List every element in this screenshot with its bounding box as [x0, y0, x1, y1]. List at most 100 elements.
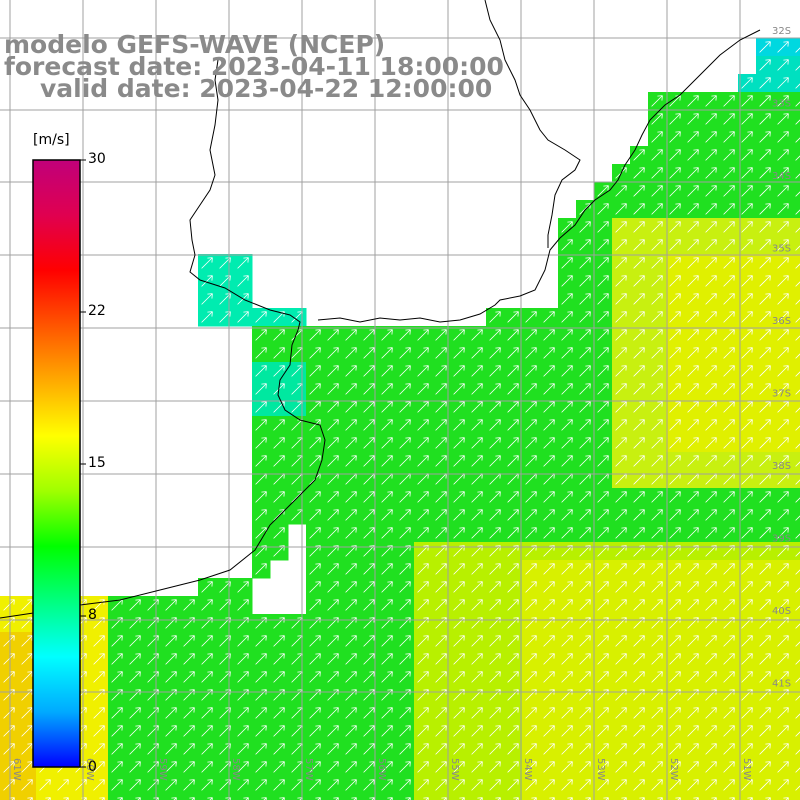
wind-vector-arrow	[741, 707, 753, 719]
wind-vector-arrow	[777, 581, 789, 593]
wind-vector-arrow	[777, 293, 789, 305]
wind-vector-arrow	[723, 527, 735, 539]
wind-vector-arrow	[777, 185, 789, 197]
wind-vector-arrow	[399, 725, 411, 737]
wind-vector-arrow	[417, 761, 429, 773]
wind-vector-arrow	[471, 581, 483, 593]
wind-vector-arrow	[705, 113, 717, 125]
wind-vector-arrow	[759, 707, 771, 719]
wind-vector-arrow	[489, 311, 501, 323]
wind-vector-arrow	[561, 383, 573, 395]
wind-vector-arrow	[651, 95, 663, 107]
field-cell	[612, 794, 631, 800]
wind-vector-arrow	[129, 653, 141, 665]
wind-vector-arrow	[363, 329, 375, 341]
wind-vector-arrow	[165, 671, 177, 683]
field-cell	[792, 326, 800, 345]
wind-vector-arrow	[687, 401, 699, 413]
wind-vector-arrow	[669, 707, 681, 719]
wind-vector-arrow	[57, 779, 69, 791]
wind-vector-arrow	[705, 671, 717, 683]
wind-vector-arrow	[525, 743, 537, 755]
field-cell	[324, 794, 343, 800]
wind-vector-arrow	[687, 437, 699, 449]
lon-label: 56W	[376, 758, 387, 781]
wind-vector-arrow	[363, 509, 375, 521]
wind-vector-arrow	[201, 581, 213, 593]
wind-vector-arrow	[417, 653, 429, 665]
wind-vector-arrow	[561, 509, 573, 521]
wind-vector-arrow	[495, 797, 501, 800]
wind-vector-arrow	[417, 635, 429, 647]
wind-vector-arrow	[435, 761, 447, 773]
wind-vector-arrow	[489, 725, 501, 737]
wind-vector-arrow	[705, 455, 717, 467]
wind-vector-arrow	[345, 329, 357, 341]
wind-vector-arrow	[471, 365, 483, 377]
wind-vector-arrow	[201, 743, 213, 755]
wind-vector-arrow	[363, 635, 375, 647]
wind-vector-arrow	[777, 455, 789, 467]
wind-vector-arrow	[561, 293, 573, 305]
wind-vector-arrow	[741, 275, 753, 287]
wind-vector-arrow	[255, 563, 267, 575]
wind-vector-arrow	[579, 581, 591, 593]
wind-vector-arrow	[93, 761, 105, 773]
wind-vector-arrow	[513, 797, 519, 800]
wind-vector-arrow	[327, 437, 339, 449]
wind-vector-arrow	[543, 653, 555, 665]
wind-vector-arrow	[399, 509, 411, 521]
wind-vector-arrow	[579, 239, 591, 251]
wind-vector-arrow	[489, 419, 501, 431]
wind-vector-arrow	[453, 563, 465, 575]
wind-vector-arrow	[669, 257, 681, 269]
wind-vector-arrow	[273, 761, 285, 773]
wind-vector-arrow	[525, 581, 537, 593]
wind-vector-arrow	[597, 743, 609, 755]
wind-vector-arrow	[441, 797, 447, 800]
wind-vector-arrow	[759, 95, 771, 107]
wind-vector-arrow	[669, 293, 681, 305]
wind-vector-arrow	[93, 653, 105, 665]
wind-vector-arrow	[687, 311, 699, 323]
wind-vector-arrow	[741, 527, 753, 539]
wind-vector-arrow	[597, 329, 609, 341]
wind-vector-arrow	[741, 221, 753, 233]
wind-vector-arrow	[741, 365, 753, 377]
wind-vector-arrow	[273, 455, 285, 467]
wind-vector-arrow	[381, 581, 393, 593]
wind-vector-arrow	[489, 599, 501, 611]
wind-vector-arrow	[687, 653, 699, 665]
wind-vector-arrow	[333, 797, 339, 800]
wind-vector-arrow	[597, 455, 609, 467]
wind-vector-arrow	[93, 725, 105, 737]
wind-vector-arrow	[489, 365, 501, 377]
wind-vector-arrow	[345, 401, 357, 413]
wind-vector-arrow	[561, 743, 573, 755]
wind-vector-arrow	[507, 707, 519, 719]
wind-vector-arrow	[261, 797, 267, 800]
wind-vector-arrow	[741, 671, 753, 683]
field-cell	[792, 632, 800, 651]
wind-vector-arrow	[549, 797, 555, 800]
field-cell	[792, 236, 800, 255]
wind-vector-arrow	[255, 329, 267, 341]
wind-vector-arrow	[543, 581, 555, 593]
wind-vector-arrow	[81, 797, 87, 800]
wind-vector-arrow	[273, 419, 285, 431]
wind-vector-arrow	[579, 347, 591, 359]
wind-vector-arrow	[723, 365, 735, 377]
wind-vector-arrow	[507, 383, 519, 395]
wind-vector-arrow	[381, 347, 393, 359]
wind-vector-arrow	[795, 137, 800, 143]
wind-vector-arrow	[255, 653, 267, 665]
wind-vector-arrow	[489, 329, 501, 341]
wind-vector-arrow	[777, 725, 789, 737]
wind-vector-arrow	[651, 761, 663, 773]
wind-vector-arrow	[579, 761, 591, 773]
wind-vector-arrow	[489, 401, 501, 413]
wind-vector-arrow	[435, 329, 447, 341]
wind-vector-arrow	[777, 365, 789, 377]
wind-vector-arrow	[327, 743, 339, 755]
wind-vector-arrow	[183, 599, 195, 611]
